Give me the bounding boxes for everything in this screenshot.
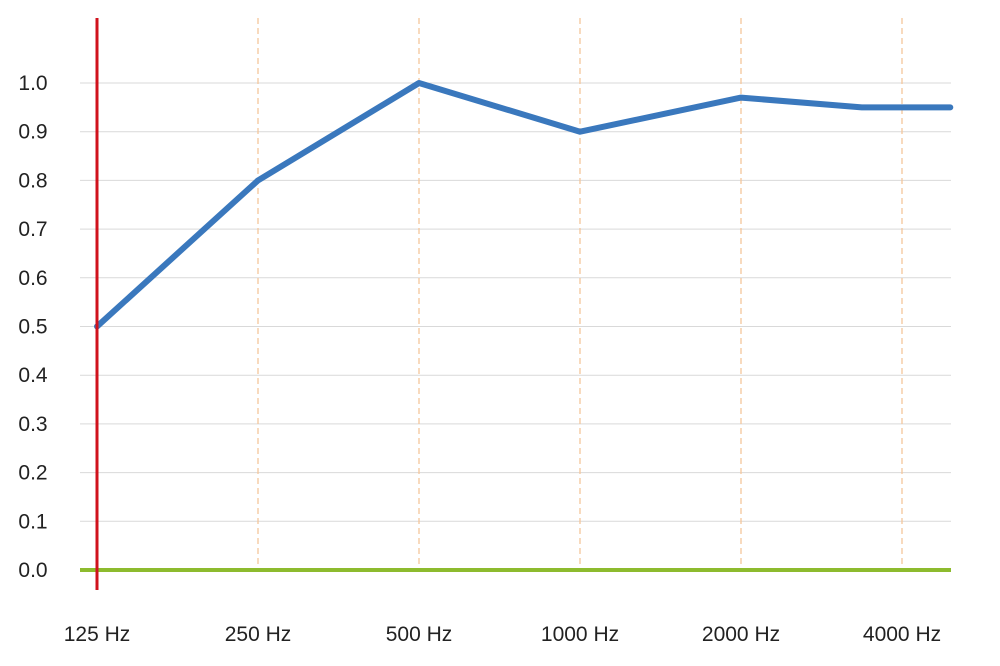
- x-tick-labels: 125 Hz 250 Hz 500 Hz 1000 Hz 2000 Hz 4000 Hz: [64, 623, 941, 646]
- y-tick-labels: 0.0 0.1 0.2 0.3 0.4 0.5 0.6 0.7 0.8 0.9 1.0: [18, 72, 48, 582]
- y-tick-label: 0.5: [18, 316, 47, 339]
- y-tick-label: 1.0: [18, 72, 47, 95]
- horizontal-gridlines: [80, 82, 951, 522]
- y-tick-label: 0.6: [18, 267, 47, 290]
- x-tick-label: 2000 Hz: [702, 623, 780, 646]
- x-tick-label: 1000 Hz: [541, 623, 619, 646]
- series-line: [94, 80, 954, 330]
- y-tick-label: 0.0: [18, 559, 47, 582]
- x-tick-label: 4000 Hz: [863, 623, 941, 646]
- y-tick-label: 0.9: [18, 121, 47, 144]
- y-tick-label: 0.8: [18, 169, 47, 192]
- y-tick-label: 0.1: [18, 510, 47, 533]
- x-tick-label: 250 Hz: [225, 623, 292, 646]
- y-tick-label: 0.2: [18, 462, 47, 485]
- y-tick-label: 0.3: [18, 413, 47, 436]
- x-tick-label: 125 Hz: [64, 623, 131, 646]
- y-tick-label: 0.7: [18, 218, 47, 241]
- x-tick-label: 500 Hz: [386, 623, 453, 646]
- y-tick-label: 0.4: [18, 364, 48, 387]
- vertical-gridlines: [257, 18, 903, 570]
